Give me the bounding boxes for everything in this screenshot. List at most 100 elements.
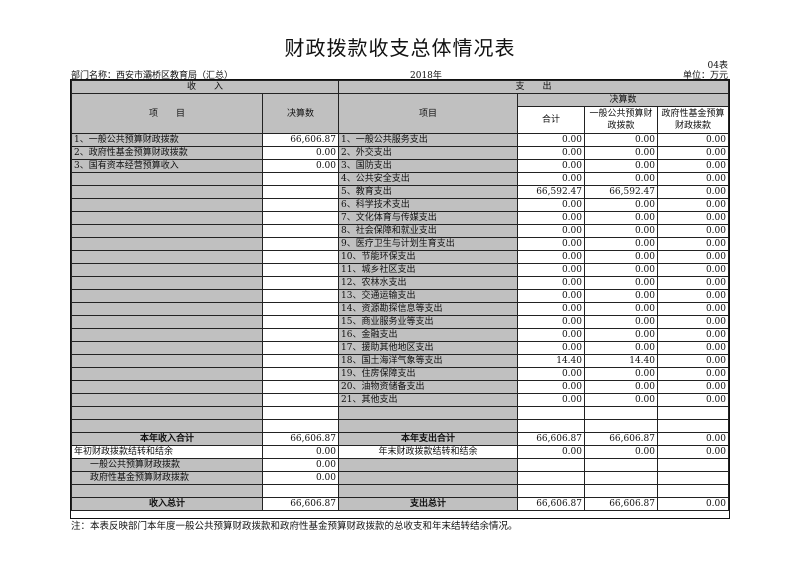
- expense-item-general: 0.00: [584, 302, 658, 316]
- expense-item-general: 0.00: [584, 133, 658, 147]
- table-row: 21、其他支出 0.00 0.00 0.00: [71, 393, 729, 407]
- expense-item-total: 0.00: [517, 393, 585, 407]
- expense-item-total: 0.00: [517, 198, 585, 212]
- expense-grand-label: 支出总计: [338, 497, 518, 511]
- expense-item-total: 0.00: [517, 276, 585, 290]
- income-item-label: [71, 354, 263, 368]
- table-row: 4、公共安全支出 0.00 0.00 0.00: [71, 172, 729, 186]
- expense-item-total: 0.00: [517, 263, 585, 277]
- income-item-label: [71, 276, 263, 290]
- table-row: 2、政府性基金预算财政拨款 0.00 2、外交支出 0.00 0.00 0.00: [71, 146, 729, 160]
- expense-item-fund: 0.00: [657, 276, 729, 290]
- expense-item-total: 0.00: [517, 146, 585, 160]
- income-item-label: [71, 302, 263, 316]
- expense-item-general: 0.00: [584, 146, 658, 160]
- table-row: 20、油物资储备支出 0.00 0.00 0.00: [71, 380, 729, 394]
- income-item-value: [262, 276, 339, 290]
- income-item-label: [71, 185, 263, 199]
- expense-year-total-label: 本年支出合计: [338, 432, 518, 446]
- income-item-value: [262, 328, 339, 342]
- expense-item-fund: 0.00: [657, 354, 729, 368]
- income-item-label: [71, 328, 263, 342]
- expense-grand-total: 66,606.87: [517, 497, 585, 511]
- begin-general-label: 一般公共预算财政拨款: [71, 458, 263, 472]
- expense-header: 支 出: [338, 80, 729, 94]
- income-item-label: [71, 172, 263, 186]
- table-row: 6、科学技术支出 0.00 0.00 0.00: [71, 198, 729, 212]
- expense-item-fund: 0.00: [657, 341, 729, 355]
- income-item-label: [71, 315, 263, 329]
- general-header: 一般公共预算财政拨款: [584, 106, 658, 134]
- expense-item-total: 0.00: [517, 289, 585, 303]
- expense-item-fund: 0.00: [657, 328, 729, 342]
- expense-year-fund: 0.00: [657, 432, 729, 446]
- income-item-value: [262, 315, 339, 329]
- table-row: 12、农林水支出 0.00 0.00 0.00: [71, 276, 729, 290]
- expense-item-general: 0.00: [584, 172, 658, 186]
- department-name: 部门名称：西安市灞桥区教育局（汇总）: [71, 71, 234, 81]
- end-balance-fund: 0.00: [657, 445, 729, 459]
- income-year-total: 66,606.87: [262, 432, 339, 446]
- expense-item-label: 15、商业服务业等支出: [338, 315, 518, 329]
- expense-item-general: 0.00: [584, 198, 658, 212]
- income-year-total-label: 本年收入合计: [71, 432, 263, 446]
- expense-item-fund: 0.00: [657, 302, 729, 316]
- expense-item-fund: 0.00: [657, 224, 729, 238]
- expense-item-general: 0.00: [584, 380, 658, 394]
- expense-year-general: 66,606.87: [584, 432, 658, 446]
- expense-item-total: 0.00: [517, 133, 585, 147]
- expense-item-fund: 0.00: [657, 198, 729, 212]
- table-row: 5、教育支出 66,592.47 66,592.47 0.00: [71, 185, 729, 199]
- table-row: 3、国有资本经营预算收入 0.00 3、国防支出 0.00 0.00 0.00: [71, 159, 729, 173]
- total-header: 合计: [517, 106, 585, 134]
- income-item-value: [262, 367, 339, 381]
- year-label: 2018年: [410, 71, 442, 81]
- expense-item-label: 12、农林水支出: [338, 276, 518, 290]
- expense-item-general: 0.00: [584, 341, 658, 355]
- expense-item-fund: 0.00: [657, 172, 729, 186]
- income-item-value: 0.00: [262, 159, 339, 173]
- final-amount-header: 决算数: [262, 93, 339, 134]
- table-row: 7、文化体育与传媒支出 0.00 0.00 0.00: [71, 211, 729, 225]
- income-item-value: [262, 198, 339, 212]
- begin-balance-label: 年初财政拨款结转和结余: [71, 445, 263, 459]
- income-item-label: [71, 263, 263, 277]
- expense-item-label: 14、资源勘探信息等支出: [338, 302, 518, 316]
- income-grand: 66,606.87: [262, 497, 339, 511]
- expense-item-total: 0.00: [517, 302, 585, 316]
- expense-item-general: 0.00: [584, 367, 658, 381]
- form-number: 04表: [707, 61, 728, 71]
- income-item-value: [262, 341, 339, 355]
- expense-year-total: 66,606.87: [517, 432, 585, 446]
- income-item-label: 3、国有资本经营预算收入: [71, 159, 263, 173]
- expense-item-label: 4、公共安全支出: [338, 172, 518, 186]
- income-item-label: [71, 198, 263, 212]
- table-row: 11、城乡社区支出 0.00 0.00 0.00: [71, 263, 729, 277]
- expense-item-total: 0.00: [517, 237, 585, 251]
- income-item-label: [71, 250, 263, 264]
- income-item-value: [262, 302, 339, 316]
- income-item-value: 66,606.87: [262, 133, 339, 147]
- income-item-label: [71, 237, 263, 251]
- income-item-label: [71, 211, 263, 225]
- expense-item-fund: 0.00: [657, 250, 729, 264]
- expense-item-label: 21、其他支出: [338, 393, 518, 407]
- income-item-value: [262, 380, 339, 394]
- income-item-label: [71, 367, 263, 381]
- expense-item-total: 0.00: [517, 224, 585, 238]
- income-item-value: [262, 224, 339, 238]
- income-item-value: 0.00: [262, 146, 339, 160]
- expense-item-fund: 0.00: [657, 315, 729, 329]
- end-balance-general: 0.00: [584, 445, 658, 459]
- expense-item-general: 0.00: [584, 237, 658, 251]
- expense-item-general: 0.00: [584, 211, 658, 225]
- begin-fund: 0.00: [262, 471, 339, 485]
- income-grand-label: 收入总计: [71, 497, 263, 511]
- table-row: 1、一般公共预算财政拨款 66,606.87 1、一般公共服务支出 0.00 0.00 0…: [71, 133, 729, 147]
- income-item-label: 2、政府性基金预算财政拨款: [71, 146, 263, 160]
- income-item-value: [262, 172, 339, 186]
- expense-item-fund: 0.00: [657, 289, 729, 303]
- expense-item-general: 0.00: [584, 393, 658, 407]
- expense-item-fund: 0.00: [657, 263, 729, 277]
- expense-item-fund: 0.00: [657, 237, 729, 251]
